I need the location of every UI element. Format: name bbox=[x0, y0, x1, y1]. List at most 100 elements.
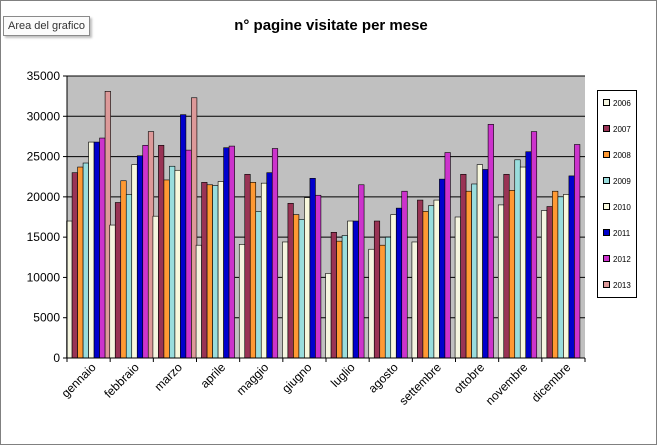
bar-2011-maggio bbox=[266, 172, 273, 359]
bar-2009-luglio bbox=[341, 235, 348, 359]
bar-2008-novembre bbox=[508, 190, 516, 359]
bar-2008-maggio bbox=[249, 182, 257, 359]
bar-2009-aprile bbox=[212, 185, 219, 359]
bar-2012-settembre bbox=[444, 152, 451, 359]
bar-2011-settembre bbox=[439, 178, 446, 359]
bar-2012-agosto bbox=[401, 190, 408, 359]
bar-2006-febbraio bbox=[109, 224, 116, 359]
bar-2011-novembre bbox=[525, 151, 532, 359]
bar-2012-febbraio bbox=[142, 144, 149, 359]
bar-2007-settembre bbox=[417, 199, 424, 359]
bar-2011-febbraio bbox=[136, 155, 144, 359]
bar-2007-maggio bbox=[244, 173, 251, 359]
bar-2010-agosto bbox=[390, 214, 397, 359]
legend-swatch bbox=[603, 177, 610, 185]
bar-2011-gennaio bbox=[93, 141, 100, 359]
legend-item-2011[interactable]: 2011 bbox=[603, 229, 630, 239]
y-tick-label: 20000 bbox=[27, 190, 61, 204]
bar-2007-novembre bbox=[503, 173, 510, 359]
bar-2011-dicembre bbox=[568, 175, 575, 359]
bar-2012-gennaio bbox=[99, 137, 106, 359]
x-tick-label: maggio bbox=[234, 360, 272, 398]
bar-2009-maggio bbox=[255, 211, 262, 359]
bar-2006-giugno bbox=[282, 241, 289, 359]
x-tick-label: giugno bbox=[279, 360, 315, 396]
legend-label: 2011 bbox=[613, 229, 631, 238]
legend-label: 2006 bbox=[613, 99, 631, 108]
legend-item-2007[interactable]: 2007 bbox=[603, 125, 631, 135]
bar-2009-ottobre bbox=[471, 183, 478, 359]
bar-2011-ottobre bbox=[482, 169, 489, 359]
legend-swatch bbox=[603, 203, 610, 211]
x-tick-label: ottobre bbox=[451, 360, 488, 397]
legend-item-2006[interactable]: 2006 bbox=[603, 99, 631, 109]
bar-2012-marzo bbox=[185, 149, 192, 359]
bar-2007-febbraio bbox=[114, 202, 122, 359]
bar-2009-dicembre bbox=[557, 196, 564, 359]
y-tick-label: 30000 bbox=[27, 109, 61, 123]
bar-2008-agosto bbox=[379, 244, 386, 359]
chart-title: n° pagine visitate per mese bbox=[234, 17, 428, 34]
bar-2012-aprile bbox=[228, 145, 235, 359]
y-tick-label: 15000 bbox=[27, 230, 61, 244]
bar-2008-dicembre bbox=[552, 190, 559, 359]
x-tick-label: agosto bbox=[365, 360, 401, 396]
bar-2011-giugno bbox=[309, 178, 316, 359]
bar-2007-gennaio bbox=[71, 172, 78, 359]
legend-label: 2008 bbox=[613, 151, 631, 160]
bar-2011-agosto bbox=[395, 207, 403, 359]
y-tick-label: 10000 bbox=[27, 270, 61, 284]
bar-2008-giugno bbox=[293, 214, 300, 359]
bar-2006-agosto bbox=[368, 248, 375, 359]
bar-2008-luglio bbox=[336, 240, 343, 359]
bar-2009-gennaio bbox=[82, 162, 89, 359]
bar-2008-ottobre bbox=[465, 190, 472, 359]
x-tick-label: novembre bbox=[483, 360, 531, 408]
legend-item-2008[interactable]: 2008 bbox=[603, 151, 631, 161]
chart-legend[interactable]: 2006 2007 2008 2009 2010 2011 2012 2013 bbox=[597, 90, 637, 298]
bar-2007-dicembre bbox=[546, 206, 553, 359]
bar-2012-giugno bbox=[315, 194, 322, 359]
legend-swatch bbox=[603, 281, 610, 289]
bar-2007-aprile bbox=[201, 182, 208, 359]
bar-2010-maggio bbox=[260, 182, 268, 359]
x-tick-label: gennaio bbox=[59, 360, 99, 400]
bar-2008-settembre bbox=[422, 211, 429, 359]
y-tick-label: 5000 bbox=[33, 311, 60, 325]
bar-2006-luglio bbox=[325, 273, 332, 359]
legend-swatch bbox=[603, 125, 610, 133]
bar-2006-maggio bbox=[238, 244, 246, 359]
legend-item-2013[interactable]: 2013 bbox=[603, 281, 631, 291]
bar-2010-giugno bbox=[304, 197, 311, 359]
chart-area-tooltip: Area del grafico bbox=[3, 16, 91, 36]
legend-swatch bbox=[603, 99, 610, 107]
legend-label: 2009 bbox=[613, 177, 631, 186]
legend-item-2010[interactable]: 2010 bbox=[603, 203, 631, 213]
bar-2008-marzo bbox=[163, 179, 170, 359]
bar-2009-settembre bbox=[428, 205, 435, 359]
bar-2006-novembre bbox=[497, 204, 505, 359]
bar-2008-gennaio bbox=[77, 166, 84, 359]
bar-2012-novembre bbox=[530, 131, 538, 359]
bar-2010-marzo bbox=[174, 169, 181, 359]
bar-2007-giugno bbox=[287, 203, 294, 359]
bar-2006-dicembre bbox=[541, 210, 548, 359]
x-tick-label: marzo bbox=[152, 360, 186, 394]
legend-item-2009[interactable]: 2009 bbox=[603, 177, 631, 187]
legend-label: 2010 bbox=[613, 203, 631, 212]
bar-2012-dicembre bbox=[574, 144, 581, 359]
x-tick-label: dicembre bbox=[529, 360, 574, 405]
bar-2009-novembre bbox=[514, 159, 521, 359]
y-tick-label: 35000 bbox=[27, 69, 61, 83]
bar-2009-febbraio bbox=[125, 194, 133, 359]
bar-2010-ottobre bbox=[476, 164, 483, 359]
legend-swatch bbox=[603, 151, 610, 159]
legend-item-2012[interactable]: 2012 bbox=[603, 255, 631, 265]
bar-2009-marzo bbox=[169, 165, 176, 359]
legend-label: 2012 bbox=[613, 255, 631, 264]
x-tick-label: luglio bbox=[328, 360, 358, 390]
bar-2007-ottobre bbox=[460, 173, 467, 359]
legend-swatch bbox=[603, 229, 610, 237]
